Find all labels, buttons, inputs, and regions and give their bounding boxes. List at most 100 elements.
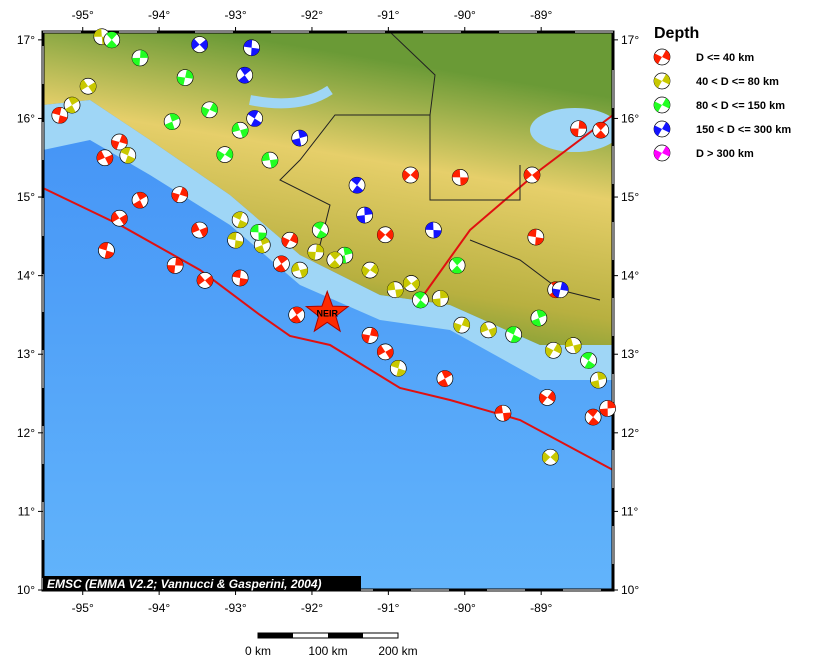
scale-label: 0 km: [245, 644, 271, 658]
earthquake: [389, 360, 407, 377]
y-tick-label: 13°: [17, 347, 35, 361]
beachball-quadrant: [167, 257, 184, 274]
beachball-quadrant: [65, 97, 79, 114]
x-tick-label: -90°: [454, 601, 476, 615]
beachball-quadrant: [201, 102, 218, 117]
earthquake: [250, 224, 267, 241]
earthquake: [505, 326, 523, 343]
beachball-quadrant: [120, 147, 136, 164]
earthquake: [326, 251, 344, 269]
earthquake: [361, 261, 379, 279]
beachball-quadrant: [164, 113, 180, 130]
scale-label: 200 km: [378, 644, 417, 658]
legend-label: 150 < D <= 300 km: [696, 124, 791, 136]
beachball-quadrant: [111, 134, 128, 150]
earthquake: [291, 261, 309, 279]
earthquake: [288, 306, 306, 324]
beachball-quadrant: [232, 269, 249, 286]
earthquake: [376, 343, 394, 361]
beachball-quadrant: [133, 192, 147, 209]
y-tick-label: 10°: [17, 583, 35, 597]
earthquake: [176, 69, 194, 86]
earthquake: [231, 211, 249, 229]
beachball-quadrant: [590, 372, 607, 389]
earthquake: [412, 291, 429, 309]
legend-label: 80 < D <= 150 km: [696, 100, 785, 112]
beachball-quadrant: [98, 242, 115, 259]
beachball-quadrant: [261, 152, 278, 168]
earthquake: [246, 110, 263, 127]
earthquake: [307, 243, 325, 261]
earthquake: [281, 231, 299, 249]
beachball-quadrant: [377, 229, 394, 241]
legend-label: D > 300 km: [696, 148, 754, 160]
earthquake: [131, 191, 149, 209]
legend-title: Depth: [654, 25, 699, 42]
earthquake: [584, 408, 602, 426]
earthquake: [425, 221, 442, 239]
y-tick-label: 17°: [17, 33, 35, 47]
x-tick-label: -90°: [454, 8, 476, 22]
earthquake: [312, 221, 329, 239]
beachball-quadrant: [362, 327, 379, 344]
y-tick-label: 13°: [621, 347, 639, 361]
beachball-quadrant: [542, 451, 559, 463]
x-tick-label: -89°: [530, 8, 552, 22]
map-background: [43, 32, 613, 590]
earthquake: [564, 337, 582, 354]
x-tick-label: -92°: [301, 601, 323, 615]
earthquake: [96, 149, 114, 167]
beachball-quadrant: [595, 122, 607, 139]
earthquake: [570, 120, 587, 138]
earthquake: [261, 151, 279, 169]
beachball-quadrant: [313, 222, 328, 239]
beachball-quadrant: [274, 255, 288, 272]
beachball-quadrant: [106, 31, 118, 48]
earthquake: [236, 66, 254, 84]
beachball-quadrant: [654, 50, 670, 64]
beachball-quadrant: [238, 67, 251, 84]
beachball-quadrant: [191, 222, 208, 238]
beachball-quadrant: [587, 409, 600, 426]
earthquake: [231, 269, 249, 287]
earthquake: [386, 281, 404, 299]
beachball-quadrant: [654, 74, 670, 88]
beachball-quadrant: [216, 148, 233, 162]
earthquake: [227, 231, 244, 249]
beachball-quadrant: [290, 306, 304, 323]
earthquake: [291, 129, 309, 147]
earthquake: [103, 31, 121, 49]
earthquake: [545, 341, 562, 359]
y-tick-label: 16°: [17, 111, 35, 125]
earthquake: [431, 290, 449, 307]
beachball-quadrant: [545, 343, 562, 358]
legend-symbol: [653, 120, 671, 138]
y-tick-label: 16°: [621, 111, 639, 125]
beachball-quadrant: [480, 322, 497, 338]
earthquake: [98, 242, 115, 259]
beachball-quadrant: [254, 236, 270, 253]
beachball-quadrant: [654, 98, 670, 112]
earthquake: [448, 257, 466, 274]
earthquake: [538, 389, 556, 406]
beachball-quadrant: [453, 317, 470, 333]
y-tick-label: 11°: [621, 504, 638, 518]
y-tick-label: 15°: [621, 190, 639, 204]
earthquake: [51, 106, 69, 124]
earthquake: [79, 77, 97, 95]
beachball-quadrant: [329, 251, 341, 268]
y-tick-label: 11°: [18, 504, 35, 518]
earthquake: [590, 371, 607, 389]
y-tick-label: 17°: [621, 33, 639, 47]
earthquake: [201, 101, 218, 119]
beachball-quadrant: [425, 222, 442, 239]
earthquake: [231, 121, 249, 139]
beachball-quadrant: [307, 244, 324, 260]
earthquake: [196, 271, 214, 289]
earthquake: [166, 257, 184, 274]
beachball-quadrant: [111, 211, 128, 225]
earthquake: [348, 176, 366, 194]
scale-bar: [257, 632, 399, 639]
earthquake: [453, 316, 471, 334]
beachball-quadrant: [232, 122, 249, 138]
